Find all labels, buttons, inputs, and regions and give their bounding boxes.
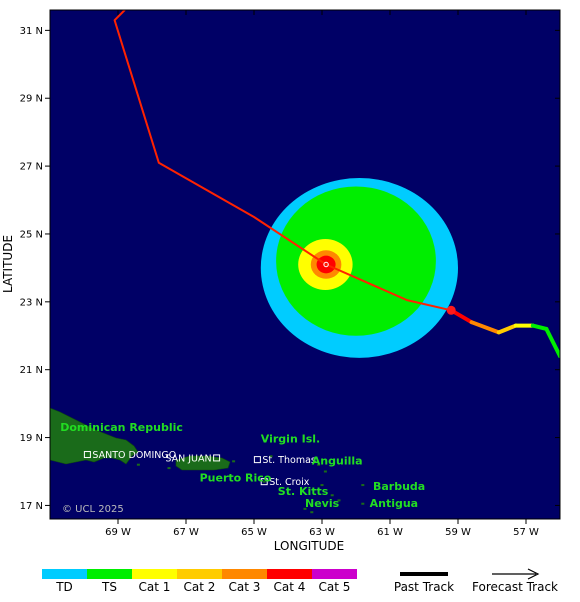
legend-category-label: TS <box>101 580 117 594</box>
place-label: Puerto Rico <box>200 472 272 485</box>
y-tick-label: 21 N <box>20 365 43 376</box>
x-tick-label: 59 W <box>445 527 471 538</box>
city-label: SAN JUAN <box>165 453 211 464</box>
forecast-track-segment <box>469 320 501 335</box>
city-label: SANTO DOMINGO <box>92 450 176 461</box>
forecast-track-segment <box>530 323 549 331</box>
forecast-track-segment <box>496 323 518 335</box>
legend-category-label: TD <box>55 580 73 594</box>
past-track-line <box>113 10 452 312</box>
x-tick-label: 61 W <box>377 527 403 538</box>
place-label: Antigua <box>370 497 419 510</box>
y-tick-label: 31 N <box>20 26 43 37</box>
y-axis-title: LATITUDE <box>1 235 15 293</box>
hispaniola-landmass <box>50 407 139 465</box>
current-position-marker <box>446 305 456 315</box>
plot-frame <box>49 9 561 520</box>
islet <box>136 463 140 466</box>
city-label: St. Thomas <box>262 455 316 466</box>
y-tick-label: 27 N <box>20 162 43 173</box>
legend-swatch-cat-2 <box>177 569 222 579</box>
legend-swatch-cat-3 <box>222 569 267 579</box>
legend-category-label: Cat 3 <box>229 580 261 594</box>
forecast-track-segment <box>558 354 560 359</box>
city-marker-icon <box>213 454 221 462</box>
track-legend: Past Track Forecast Track <box>394 568 558 594</box>
legend-swatch-cat-1 <box>132 569 177 579</box>
y-tick-label: 23 N <box>20 297 43 308</box>
city-marker-icon <box>260 478 268 486</box>
y-tick-label: 17 N <box>20 501 43 512</box>
x-tick-label: 69 W <box>105 527 131 538</box>
islet <box>361 484 365 487</box>
place-label: Anguilla <box>312 455 363 468</box>
islet <box>337 499 341 502</box>
x-tick-label: 65 W <box>241 527 267 538</box>
islet <box>320 484 324 487</box>
copyright-text: © UCL 2025 <box>62 504 124 515</box>
legend: TD TS Cat 1 Cat 2 Cat 3 Cat 4 Cat 5 Past Track… <box>42 568 558 594</box>
islet <box>310 511 314 514</box>
city-label: St. Croix <box>269 477 310 488</box>
legend-swatch-cat-4 <box>267 569 312 579</box>
legend-swatch-ts <box>87 569 132 579</box>
lesser-antilles-islets <box>136 455 365 514</box>
legend-category-label: Cat 4 <box>274 580 306 594</box>
legend-swatch-td <box>42 569 87 579</box>
x-axis-title: LONGITUDE <box>274 539 344 553</box>
islet <box>317 463 321 466</box>
islet <box>330 494 334 497</box>
legend-swatch-cat-5 <box>312 569 357 579</box>
wind-ring-ts <box>276 186 436 336</box>
y-tick-label: 25 N <box>20 229 43 240</box>
islet <box>232 460 236 463</box>
forecast-track-segment <box>544 326 560 359</box>
past-track-layer <box>113 10 452 312</box>
islet <box>323 470 327 473</box>
x-tick-label: 63 W <box>309 527 335 538</box>
islet <box>262 480 266 483</box>
legend-category-label: Cat 2 <box>184 580 216 594</box>
place-label: St. Kitts <box>278 485 329 498</box>
legend-category-label: Cat 5 <box>319 580 351 594</box>
forecast-arrow-icon <box>527 568 540 580</box>
storm-center-marker <box>323 261 329 268</box>
legend-category-label: Cat 1 <box>139 580 171 594</box>
y-tick-label: 29 N <box>20 94 43 105</box>
x-tick-label: 57 W <box>513 527 539 538</box>
x-tick-label: 67 W <box>173 527 199 538</box>
islet <box>303 507 307 510</box>
past-track-legend-label: Past Track <box>394 580 454 594</box>
place-label: Barbuda <box>373 480 425 493</box>
puerto-rico-landmass <box>175 455 231 471</box>
place-label: Virgin Isl. <box>261 433 320 446</box>
city-marker-icon <box>83 451 91 459</box>
y-tick-label: 19 N <box>20 433 43 444</box>
islet <box>361 502 365 505</box>
place-labels: Dominican Republic Puerto Rico Virgin Isl.… <box>60 421 425 510</box>
land-masses <box>50 407 365 514</box>
forecast-track-legend-label: Forecast Track <box>472 580 558 594</box>
position-markers <box>323 261 456 315</box>
islet <box>269 455 273 458</box>
place-label: Nevis <box>305 497 340 510</box>
forecast-track-layer <box>449 308 560 359</box>
longitude-axis: 69 W 67 W 65 W 63 W 61 W 59 W 57 W <box>105 10 539 538</box>
islet <box>167 467 171 470</box>
latitude-axis: 31 N 29 N 27 N 25 N 23 N 21 N 19 N 17 N <box>20 26 560 512</box>
city-marker-icon <box>253 456 261 464</box>
place-label: Dominican Republic <box>60 421 183 434</box>
category-legend: TD TS Cat 1 Cat 2 Cat 3 Cat 4 Cat 5 <box>42 569 357 594</box>
wind-field-swath <box>260 177 458 358</box>
